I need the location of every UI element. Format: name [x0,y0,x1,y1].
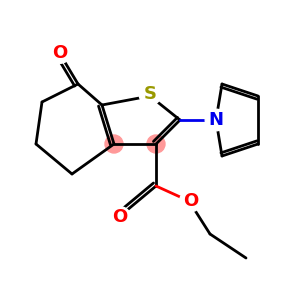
Text: S: S [143,85,157,103]
Text: N: N [208,111,224,129]
Text: O: O [52,44,68,62]
Circle shape [49,42,71,63]
Circle shape [147,135,165,153]
Circle shape [109,207,131,228]
Text: O: O [112,208,128,226]
Circle shape [205,109,227,131]
Circle shape [105,135,123,153]
Text: O: O [183,192,198,210]
Circle shape [180,190,201,212]
Circle shape [139,84,161,105]
